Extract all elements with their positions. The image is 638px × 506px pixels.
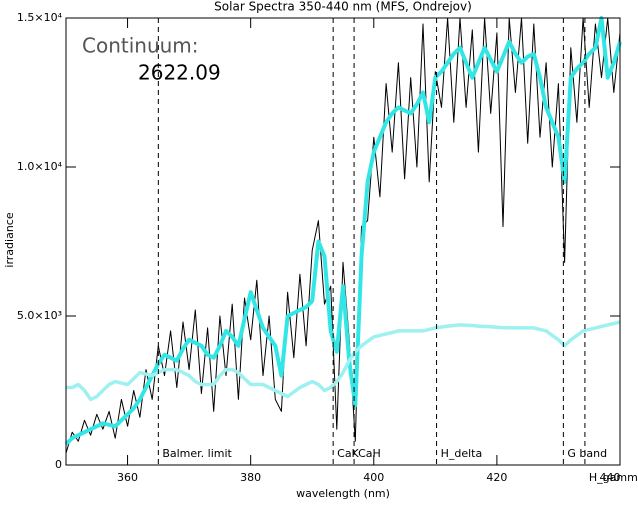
marker-label: CaH (358, 447, 381, 460)
y-tick-label: 0 (55, 458, 62, 471)
y-tick-label: 5.0×10³ (17, 309, 62, 322)
chart-title: Solar Spectra 350-440 nm (MFS, Ondrejov) (214, 0, 472, 14)
annotation: 2622.09 (138, 61, 221, 85)
marker-label: G band (567, 447, 607, 460)
y-tick-label: 1.0×10⁴ (17, 160, 63, 173)
x-axis-label: wavelength (nm) (296, 487, 390, 500)
marker-label: Balmer. limit (162, 447, 232, 460)
plot-frame (65, 17, 621, 466)
x-tick-label: 400 (363, 471, 384, 484)
marker-label: H_delta (441, 447, 483, 460)
x-tick-label: 420 (486, 471, 507, 484)
x-tick-label: 440 (600, 471, 621, 484)
x-tick-label: 360 (117, 471, 138, 484)
annotation: Continuum: (82, 34, 199, 58)
y-axis-label: irradiance (3, 212, 16, 267)
marker-label: CaK (337, 447, 359, 460)
y-tick-label: 1.5×10⁴ (17, 11, 63, 24)
marker-label: H_gamma (589, 471, 638, 484)
x-tick-label: 380 (240, 471, 261, 484)
